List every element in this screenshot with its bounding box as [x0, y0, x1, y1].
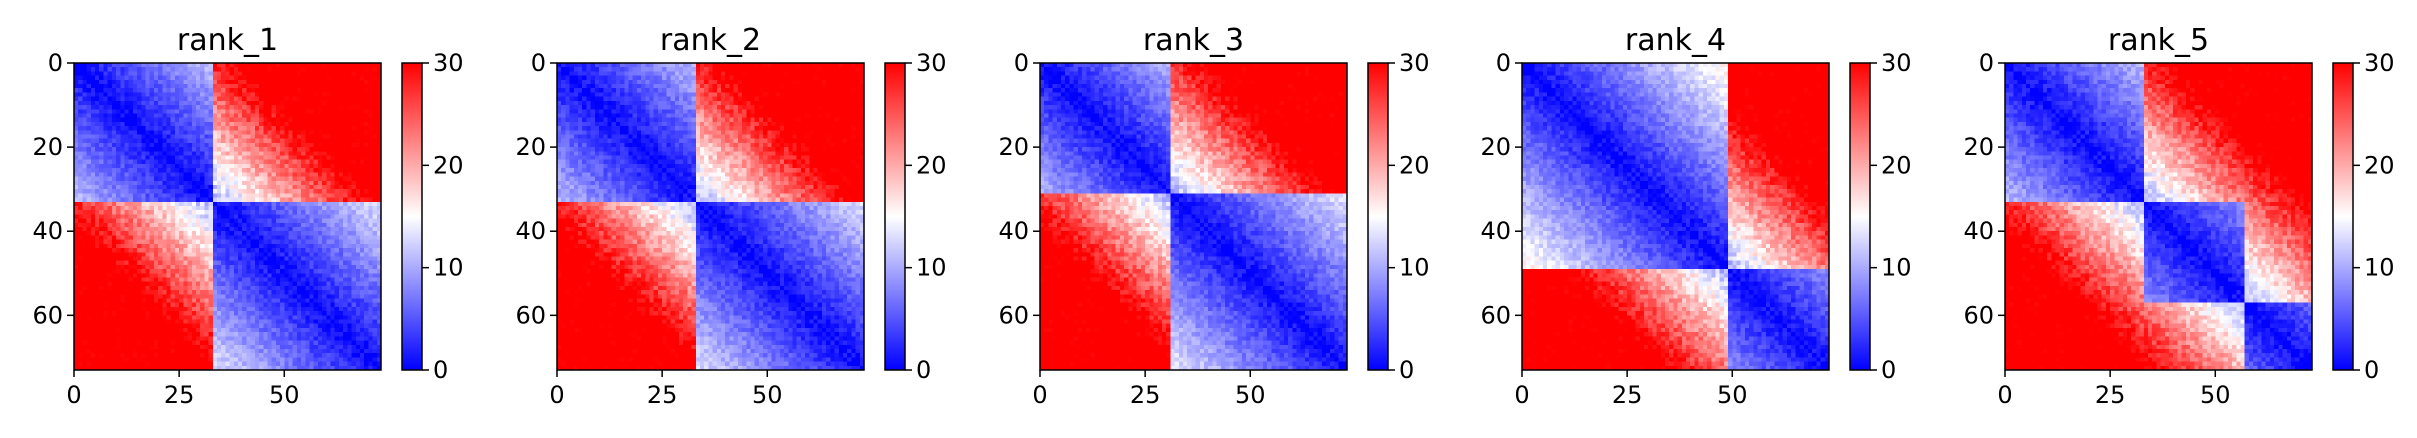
axes-frame [73, 62, 382, 371]
y-tick-label: 0 [48, 49, 63, 77]
colorbar-tick-label: 30 [916, 49, 947, 77]
colorbar-tick-label: 10 [1881, 254, 1912, 282]
y-tick-label: 0 [1496, 49, 1511, 77]
y-tick-label: 0 [1014, 49, 1029, 77]
panel-title: rank_1 [177, 23, 278, 58]
colorbar-tick-label: 0 [916, 356, 931, 384]
x-tick-label: 50 [2200, 381, 2231, 409]
y-tick-label: 20 [515, 133, 546, 161]
colorbar-tick-label: 20 [2364, 151, 2395, 179]
colorbar-tick-label: 10 [2364, 254, 2395, 282]
axes-frame [2004, 62, 2313, 371]
colorbar-tick-label: 20 [1881, 151, 1912, 179]
axes-frame [1521, 62, 1830, 371]
colorbar-tick-label: 20 [1399, 151, 1430, 179]
colorbar-tick-label: 10 [433, 254, 464, 282]
y-tick-label: 60 [515, 301, 546, 329]
panel-title: rank_5 [2108, 23, 2209, 58]
axes-frame [1039, 62, 1348, 371]
heatmap-panel-2: rank_2 0 25 50 0 20 40 60 0 10 20 30 [515, 23, 946, 409]
y-tick-label: 40 [998, 217, 1029, 245]
x-tick-label: 50 [752, 381, 783, 409]
y-tick-label: 20 [1963, 133, 1994, 161]
colorbar-tick-label: 30 [433, 49, 464, 77]
colorbar-tick-label: 0 [2364, 356, 2379, 384]
colorbar-tick-label: 10 [916, 254, 947, 282]
x-tick-label: 25 [647, 381, 678, 409]
heatmap-panel-4: rank_4 0 25 50 0 20 40 60 0 10 20 30 [1480, 23, 1911, 409]
y-tick-label: 40 [1963, 217, 1994, 245]
colorbar-tick-label: 0 [1881, 356, 1896, 384]
colorbar-tick-label: 30 [2364, 49, 2395, 77]
colorbar [1367, 62, 1389, 371]
y-tick-label: 20 [1480, 133, 1511, 161]
colorbar [1849, 62, 1871, 371]
panel-title: rank_2 [660, 23, 761, 58]
heatmap-cells [557, 63, 865, 371]
colorbar [2332, 62, 2354, 371]
x-tick-label: 0 [1997, 381, 2012, 409]
y-tick-label: 0 [1979, 49, 1994, 77]
y-tick-label: 60 [1963, 301, 1994, 329]
y-tick-label: 60 [998, 301, 1029, 329]
x-tick-label: 50 [1717, 381, 1748, 409]
colorbar-tick-label: 10 [1399, 254, 1430, 282]
x-tick-label: 25 [1612, 381, 1643, 409]
axes-frame [556, 62, 865, 371]
x-tick-label: 0 [1514, 381, 1529, 409]
y-tick-label: 20 [32, 133, 63, 161]
y-tick-label: 60 [32, 301, 63, 329]
colorbar-tick-label: 30 [1399, 49, 1430, 77]
colorbar-tick-label: 0 [433, 356, 448, 384]
x-tick-label: 25 [2095, 381, 2126, 409]
x-tick-label: 25 [164, 381, 195, 409]
y-tick-label: 20 [998, 133, 1029, 161]
x-tick-label: 0 [66, 381, 81, 409]
panel-title: rank_4 [1625, 23, 1726, 58]
x-tick-label: 25 [1130, 381, 1161, 409]
colorbar-tick-label: 20 [916, 151, 947, 179]
heatmap-cells [74, 63, 382, 371]
colorbar-tick-label: 0 [1399, 356, 1414, 384]
heatmap-panel-5: rank_5 0 25 50 0 20 40 60 0 10 20 30 [1963, 23, 2394, 409]
panel-title: rank_3 [1143, 23, 1244, 58]
colorbar-tick-label: 30 [1881, 49, 1912, 77]
colorbar [401, 62, 423, 371]
y-tick-label: 40 [32, 217, 63, 245]
heatmap-cells [2005, 63, 2313, 371]
x-tick-label: 0 [1032, 381, 1047, 409]
colorbar [884, 62, 906, 371]
x-tick-label: 50 [269, 381, 300, 409]
y-tick-label: 40 [1480, 217, 1511, 245]
heatmap-panel-1: rank_1 0 25 50 0 20 40 60 0 10 20 30 [32, 23, 463, 409]
heatmap-cells [1522, 63, 1830, 371]
heatmap-panel-3: rank_3 0 25 50 0 20 40 60 0 10 20 30 [998, 23, 1429, 409]
y-tick-label: 60 [1480, 301, 1511, 329]
x-tick-label: 0 [549, 381, 564, 409]
y-tick-label: 0 [531, 49, 546, 77]
heatmap-cells [1040, 63, 1348, 371]
colorbar-tick-label: 20 [433, 151, 464, 179]
y-tick-label: 40 [515, 217, 546, 245]
x-tick-label: 50 [1235, 381, 1266, 409]
